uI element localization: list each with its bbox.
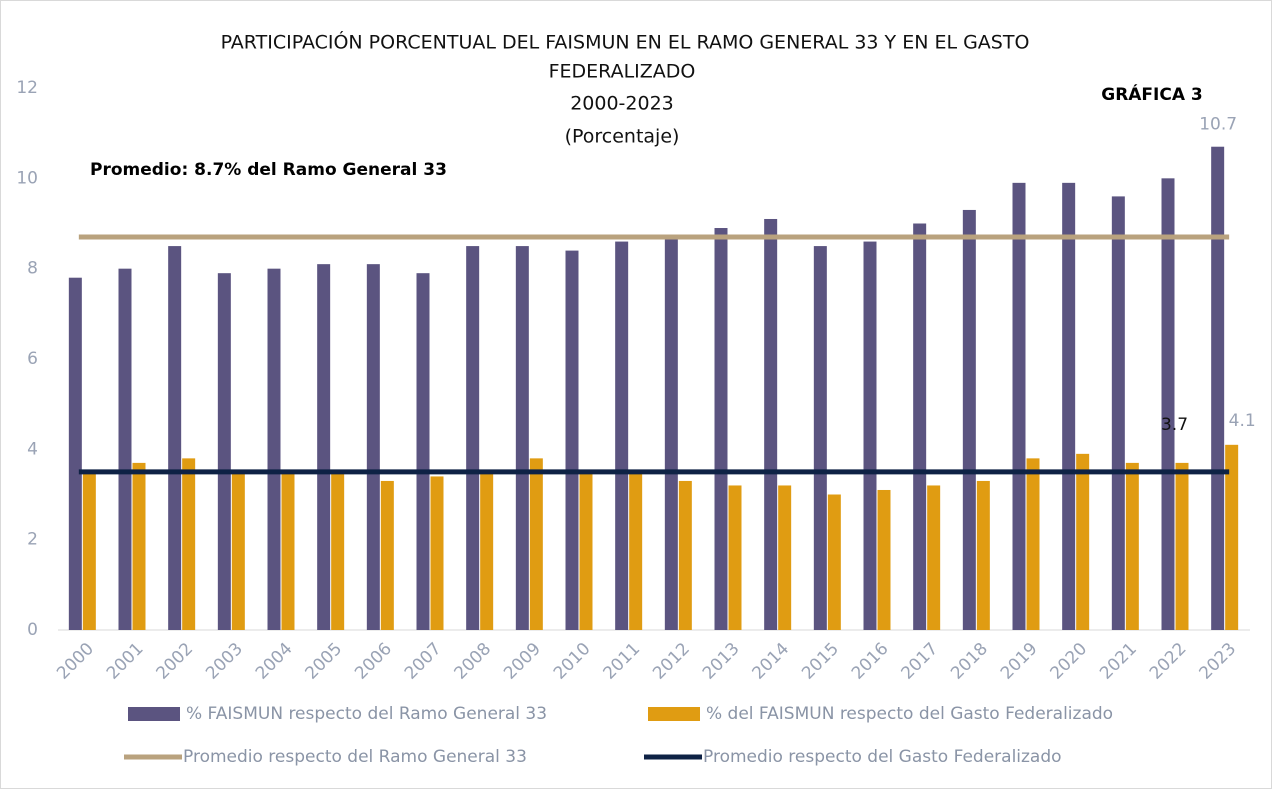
bar — [764, 218, 778, 630]
chart-title: PARTICIPACIÓN PORCENTUAL DEL FAISMUN EN … — [221, 30, 1030, 54]
bar — [976, 480, 990, 630]
bar — [1211, 146, 1225, 630]
bar — [416, 273, 430, 630]
bar — [515, 246, 529, 631]
data-label: 4.1 — [1229, 411, 1256, 431]
bar — [877, 489, 891, 630]
annotation: Promedio: 8.7% del Ramo General 33 — [90, 160, 447, 180]
bar — [132, 462, 146, 630]
bar — [629, 471, 643, 630]
legend-swatch — [648, 707, 700, 721]
bar — [1026, 458, 1040, 630]
y-tick-label: 4 — [27, 439, 38, 459]
data-label: 3.7 — [1161, 415, 1188, 435]
bar — [565, 250, 579, 630]
legend-swatch — [128, 707, 180, 721]
bar — [863, 241, 877, 631]
bar — [317, 264, 331, 630]
legend-label: Promedio respecto del Ramo General 33 — [183, 747, 527, 767]
y-tick-label: 8 — [27, 259, 38, 279]
bar — [68, 277, 82, 630]
bar — [664, 237, 678, 631]
bar — [1012, 182, 1026, 630]
chart-unit: (Porcentaje) — [565, 126, 680, 148]
bar — [1125, 462, 1139, 630]
bar — [778, 485, 792, 630]
bar — [281, 471, 295, 630]
bar — [1225, 444, 1239, 630]
bar — [962, 209, 976, 630]
bar — [182, 458, 196, 630]
y-tick-label: 2 — [27, 530, 38, 550]
bar — [913, 223, 927, 630]
y-tick-label: 12 — [16, 78, 38, 98]
bar — [366, 264, 380, 630]
bar — [579, 471, 593, 630]
legend-label: % FAISMUN respecto del Ramo General 33 — [186, 704, 547, 724]
bar — [168, 246, 182, 631]
y-tick-label: 10 — [16, 168, 38, 188]
bar — [927, 485, 941, 630]
bar — [728, 485, 742, 630]
bar — [615, 241, 629, 631]
data-label: 10.7 — [1199, 115, 1237, 135]
chart-title: FEDERALIZADO — [549, 61, 696, 83]
bar — [331, 471, 345, 630]
bar — [1175, 462, 1189, 630]
chart-subtitle: 2000-2023 — [570, 93, 674, 115]
bar — [827, 494, 841, 630]
bar — [82, 471, 96, 630]
bar — [813, 246, 827, 631]
bar — [480, 471, 494, 630]
bar — [714, 228, 728, 630]
bar — [430, 476, 444, 630]
chart-label: GRÁFICA 3 — [1101, 83, 1203, 105]
bar — [217, 273, 231, 630]
bar — [1076, 453, 1090, 630]
y-tick-label: 6 — [27, 349, 38, 369]
bar — [1062, 182, 1076, 630]
bar — [529, 458, 543, 630]
bar — [118, 268, 132, 630]
legend-label: % del FAISMUN respecto del Gasto Federal… — [706, 704, 1113, 724]
bar — [231, 471, 245, 630]
bar — [1111, 196, 1125, 630]
bar — [380, 480, 394, 630]
legend-label: Promedio respecto del Gasto Federalizado — [703, 747, 1062, 767]
bar — [678, 480, 692, 630]
bar — [267, 268, 281, 630]
y-tick-label: 0 — [27, 620, 38, 640]
bar — [466, 246, 480, 631]
bar — [1161, 178, 1175, 631]
